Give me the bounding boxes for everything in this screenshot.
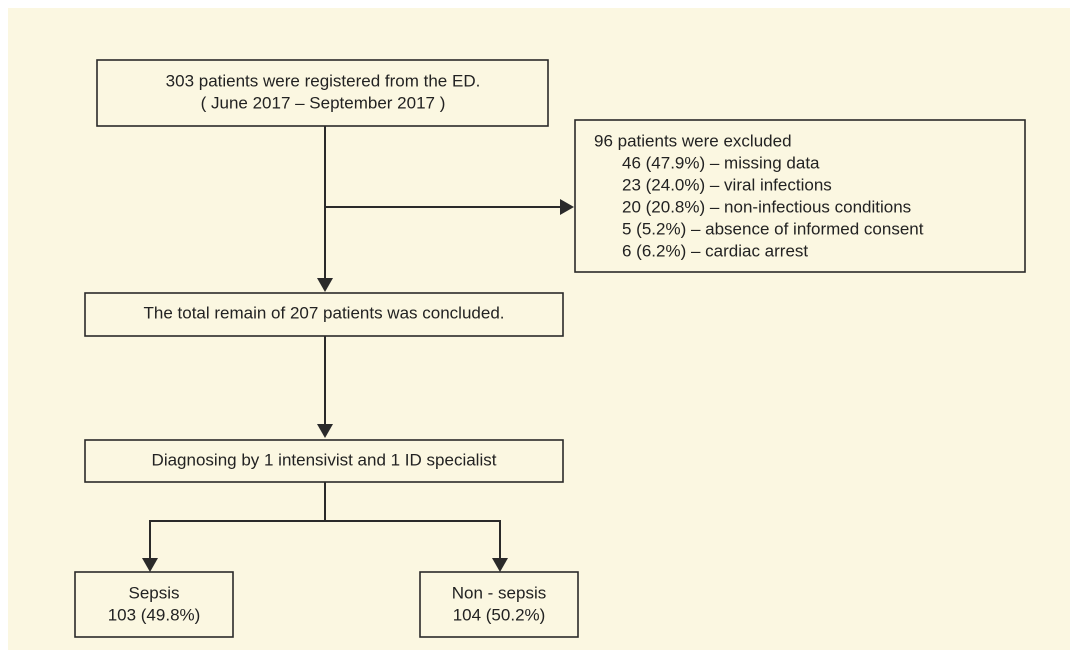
node-text: 20 (20.8%) – non-infectious conditions: [622, 197, 911, 216]
box: [96, 59, 549, 127]
arrowhead: [560, 199, 574, 215]
arrowhead: [317, 424, 333, 438]
node-text: Non - sepsis: [452, 583, 546, 602]
arrowhead: [142, 558, 158, 572]
node-text: 46 (47.9%) – missing data: [622, 153, 820, 172]
node-text: 5 (5.2%) – absence of informed consent: [622, 219, 924, 238]
node-text: 23 (24.0%) – viral infections: [622, 175, 832, 194]
node-text: Sepsis: [128, 583, 179, 602]
node-text: Diagnosing by 1 intensivist and 1 ID spe…: [152, 450, 497, 469]
connector: [149, 520, 501, 560]
arrowhead: [492, 558, 508, 572]
connectors: [142, 126, 574, 572]
node-text: 303 patients were registered from the ED…: [166, 71, 481, 90]
arrowhead: [317, 278, 333, 292]
node-text: The total remain of 207 patients was con…: [144, 303, 505, 322]
box: [419, 571, 579, 638]
node-text: 104 (50.2%): [453, 605, 546, 624]
node-text: 96 patients were excluded: [594, 131, 792, 150]
node-text: 6 (6.2%) – cardiac arrest: [622, 241, 808, 260]
box: [84, 439, 564, 483]
box: [84, 292, 564, 337]
box: [574, 119, 1026, 273]
node-text: 103 (49.8%): [108, 605, 201, 624]
box: [74, 571, 234, 638]
node-text: ( June 2017 – September 2017 ): [201, 93, 446, 112]
